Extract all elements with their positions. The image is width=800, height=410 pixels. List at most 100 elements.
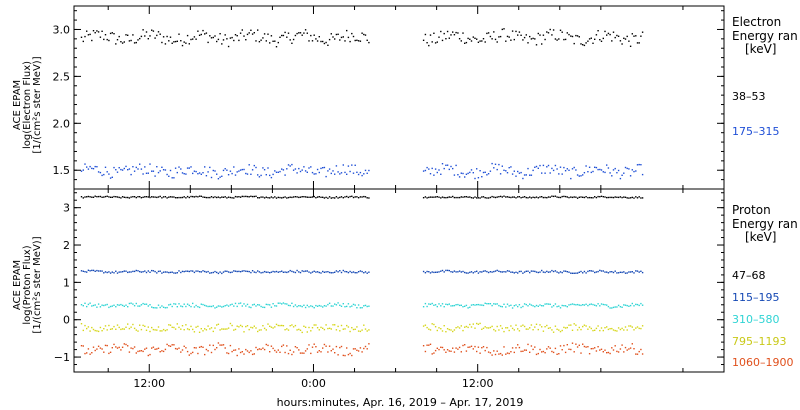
proton-point-4 — [563, 326, 565, 329]
proton-point-2 — [575, 272, 577, 274]
proton-point-4 — [624, 326, 627, 328]
proton-point-3 — [176, 306, 178, 308]
electron-point-1 — [106, 38, 108, 41]
proton-point-4 — [221, 328, 223, 330]
proton-point-3 — [306, 304, 308, 307]
electron-point-2 — [629, 175, 632, 177]
electron-point-2 — [558, 173, 560, 175]
electron-point-1 — [127, 34, 129, 36]
proton-point-3 — [251, 304, 254, 306]
proton-point-2 — [357, 271, 360, 273]
electron-point-1 — [180, 40, 182, 42]
proton-point-2 — [499, 271, 502, 273]
proton-point-2 — [506, 270, 509, 272]
proton-point-1 — [476, 197, 478, 199]
proton-point-3 — [624, 304, 627, 306]
proton-point-5 — [162, 350, 165, 353]
electron-point-2 — [460, 172, 462, 174]
electron-point-1 — [364, 34, 367, 36]
proton-point-4 — [183, 329, 185, 331]
proton-point-4 — [585, 325, 587, 327]
electron-point-1 — [354, 39, 356, 42]
proton-point-4 — [253, 325, 255, 327]
electron-point-2 — [525, 174, 527, 176]
proton-point-5 — [619, 348, 622, 350]
proton-point-3 — [558, 305, 560, 307]
electron-point-2 — [552, 169, 555, 172]
electron-point-1 — [257, 29, 259, 31]
proton-point-1 — [219, 197, 221, 199]
electron-point-2 — [604, 171, 606, 174]
proton-point-4 — [496, 325, 498, 328]
proton-legend-title1: Proton — [732, 203, 771, 217]
proton-point-4 — [583, 324, 586, 326]
electron-legend-entry-1: 38–53 — [732, 90, 766, 103]
electron-point-2 — [638, 163, 640, 166]
electron-point-2 — [529, 174, 531, 176]
proton-point-1 — [542, 196, 545, 199]
proton-point-3 — [115, 306, 117, 308]
electron-point-2 — [174, 167, 177, 169]
proton-point-3 — [626, 304, 628, 307]
proton-point-4 — [534, 326, 536, 328]
proton-point-5 — [510, 351, 512, 353]
proton-point-2 — [335, 270, 338, 272]
proton-point-1 — [222, 196, 225, 198]
proton-point-3 — [433, 304, 435, 306]
proton-point-1 — [161, 197, 163, 199]
proton-point-4 — [532, 329, 534, 331]
proton-point-3 — [635, 303, 637, 306]
proton-point-3 — [205, 305, 208, 307]
proton-point-3 — [255, 305, 257, 307]
electron-point-1 — [217, 38, 220, 41]
proton-point-4 — [566, 326, 568, 329]
electron-point-2 — [493, 167, 495, 169]
electron-point-1 — [517, 34, 519, 36]
proton-point-2 — [176, 272, 178, 274]
proton-point-1 — [234, 195, 237, 198]
proton-point-2 — [612, 271, 615, 274]
proton-point-5 — [133, 346, 136, 348]
electron-point-1 — [422, 39, 425, 41]
proton-point-5 — [301, 352, 303, 354]
electron-point-2 — [234, 174, 237, 176]
proton-point-5 — [573, 351, 575, 353]
proton-point-3 — [287, 304, 290, 307]
electron-point-2 — [318, 171, 320, 174]
proton-point-2 — [311, 271, 314, 273]
proton-point-2 — [219, 271, 221, 273]
proton-point-5 — [638, 350, 640, 353]
proton-point-4 — [460, 325, 462, 327]
proton-point-1 — [104, 195, 107, 198]
proton-point-4 — [578, 326, 580, 329]
proton-point-2 — [599, 269, 601, 272]
proton-point-1 — [464, 196, 466, 198]
electron-point-1 — [513, 38, 515, 41]
proton-point-2 — [505, 271, 507, 273]
proton-point-4 — [204, 328, 206, 330]
proton-point-5 — [132, 347, 134, 350]
proton-point-5 — [537, 352, 539, 355]
proton-point-4 — [197, 325, 199, 328]
proton-point-5 — [518, 346, 521, 349]
proton-point-5 — [628, 348, 630, 350]
electron-point-2 — [121, 169, 124, 171]
proton-point-3 — [269, 304, 271, 306]
proton-point-1 — [460, 196, 462, 198]
proton-point-3 — [431, 302, 433, 305]
electron-point-2 — [499, 173, 502, 175]
proton-point-3 — [633, 305, 635, 307]
proton-point-1 — [515, 197, 517, 199]
electron-point-2 — [363, 173, 365, 175]
proton-point-4 — [272, 327, 274, 329]
proton-point-2 — [549, 271, 551, 273]
proton-point-3 — [320, 305, 322, 307]
proton-point-5 — [525, 349, 527, 351]
electron-point-2 — [209, 166, 211, 169]
electron-point-2 — [544, 172, 546, 174]
electron-point-2 — [188, 167, 190, 169]
electron-point-1 — [132, 34, 134, 36]
proton-point-3 — [349, 306, 351, 308]
proton-point-1 — [576, 197, 579, 199]
electron-point-1 — [159, 33, 161, 35]
